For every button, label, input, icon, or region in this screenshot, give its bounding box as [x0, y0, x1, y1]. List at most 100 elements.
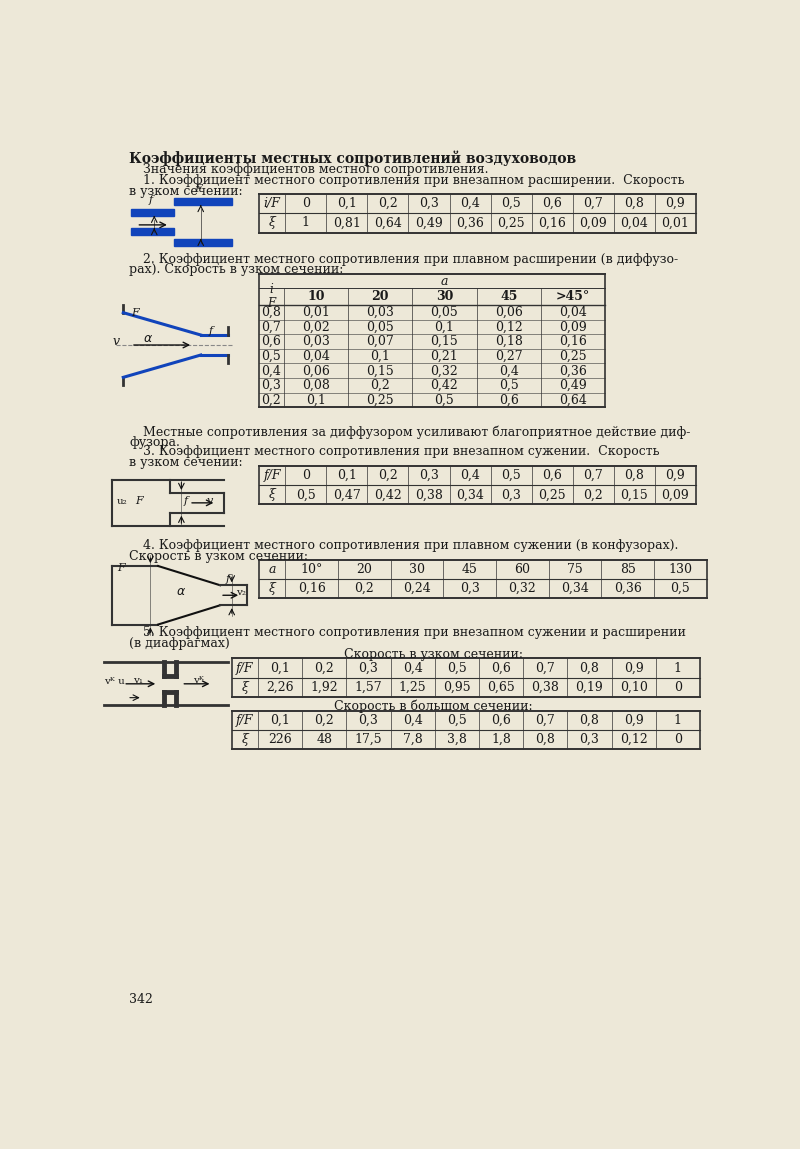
- Text: в узком сечении:: в узком сечении:: [130, 185, 243, 198]
- Text: 2. Коэффициент местного сопротивления при плавном расширении (в диффузо-: 2. Коэффициент местного сопротивления пр…: [142, 253, 678, 265]
- Text: 0,7: 0,7: [583, 469, 603, 483]
- Text: Значения коэффициентов местного сопротивления.: Значения коэффициентов местного сопротив…: [142, 162, 488, 176]
- Text: 0,3: 0,3: [579, 733, 599, 746]
- Text: 0,2: 0,2: [314, 714, 334, 727]
- Text: 0,1: 0,1: [270, 714, 290, 727]
- Text: f: f: [209, 326, 213, 336]
- Text: 3. Коэффициент местного сопротивления при внезапном сужении.  Скорость: 3. Коэффициент местного сопротивления пр…: [142, 445, 659, 458]
- Text: 0,07: 0,07: [366, 336, 394, 348]
- Text: $\alpha$: $\alpha$: [143, 332, 153, 346]
- Text: 10: 10: [307, 290, 325, 303]
- Text: 0,3: 0,3: [460, 583, 480, 595]
- Text: 0,47: 0,47: [333, 488, 361, 501]
- Text: 0,9: 0,9: [666, 469, 686, 483]
- Text: ξ: ξ: [269, 583, 275, 595]
- Text: 20: 20: [356, 563, 372, 576]
- Text: 0,2: 0,2: [262, 394, 281, 407]
- Text: Скорость в узком сечении:: Скорость в узком сечении:: [344, 648, 522, 661]
- Text: F: F: [135, 496, 142, 507]
- Text: 0,42: 0,42: [374, 488, 402, 501]
- Text: 0,09: 0,09: [662, 488, 690, 501]
- Text: 0: 0: [674, 680, 682, 694]
- Text: 0,2: 0,2: [370, 379, 390, 392]
- Text: 0,36: 0,36: [559, 364, 587, 377]
- Text: 0,36: 0,36: [614, 583, 642, 595]
- Text: 0,19: 0,19: [575, 680, 603, 694]
- Text: $\alpha$: $\alpha$: [176, 585, 186, 597]
- Text: 1,92: 1,92: [310, 680, 338, 694]
- Text: 0,15: 0,15: [430, 336, 458, 348]
- Text: 0,04: 0,04: [621, 216, 648, 230]
- Text: f/F: f/F: [236, 662, 254, 674]
- Text: 0,08: 0,08: [302, 379, 330, 392]
- Text: (в диафрагмах): (в диафрагмах): [130, 637, 230, 650]
- Text: 5. Коэффициент местного сопротивления при внезапном сужении и расширении: 5. Коэффициент местного сопротивления пр…: [142, 626, 686, 639]
- Text: 0,24: 0,24: [403, 583, 431, 595]
- Text: vᴷ u: vᴷ u: [104, 677, 125, 686]
- Text: 0,3: 0,3: [262, 379, 282, 392]
- Text: 0,7: 0,7: [535, 714, 555, 727]
- Text: 1,8: 1,8: [491, 733, 511, 746]
- Text: 0,03: 0,03: [366, 306, 394, 318]
- Text: F: F: [117, 563, 125, 573]
- Text: i
F: i F: [267, 283, 275, 310]
- Text: 3,8: 3,8: [447, 733, 467, 746]
- Text: 85: 85: [620, 563, 636, 576]
- Text: 0,12: 0,12: [495, 321, 522, 333]
- Text: 0,1: 0,1: [337, 469, 357, 483]
- Text: 0,8: 0,8: [625, 469, 644, 483]
- Text: 1: 1: [302, 216, 310, 230]
- Text: ξ: ξ: [242, 680, 248, 694]
- Text: 0,25: 0,25: [538, 488, 566, 501]
- Text: Местные сопротивления за диффузором усиливают благоприятное действие диф-: Местные сопротивления за диффузором усил…: [142, 425, 690, 439]
- Text: F: F: [131, 308, 138, 318]
- Text: 0,4: 0,4: [499, 364, 518, 377]
- Text: 0,4: 0,4: [402, 662, 422, 674]
- Text: 0,32: 0,32: [509, 583, 536, 595]
- Text: 0,5: 0,5: [447, 714, 466, 727]
- Text: 20: 20: [371, 290, 389, 303]
- Text: 0,02: 0,02: [302, 321, 330, 333]
- Text: 0,3: 0,3: [358, 662, 378, 674]
- Text: 0,6: 0,6: [542, 198, 562, 210]
- Text: 0,8: 0,8: [579, 662, 599, 674]
- Text: 0,4: 0,4: [460, 198, 480, 210]
- Text: 0,01: 0,01: [302, 306, 330, 318]
- Text: в узком сечении:: в узком сечении:: [130, 456, 243, 469]
- Text: ξ: ξ: [269, 488, 275, 501]
- Text: 0,5: 0,5: [502, 469, 521, 483]
- Text: 0,18: 0,18: [495, 336, 522, 348]
- Text: v₂: v₂: [236, 587, 246, 596]
- Text: 0,4: 0,4: [262, 364, 282, 377]
- Text: vᴷ: vᴷ: [193, 677, 204, 685]
- Text: 0,25: 0,25: [366, 394, 394, 407]
- Text: 0,7: 0,7: [583, 198, 603, 210]
- Text: f: f: [226, 573, 230, 584]
- Text: 0,5: 0,5: [262, 349, 281, 363]
- Text: 30: 30: [409, 563, 425, 576]
- Text: 226: 226: [268, 733, 292, 746]
- Text: 0,21: 0,21: [430, 349, 458, 363]
- Text: 0,16: 0,16: [538, 216, 566, 230]
- Text: 0,2: 0,2: [354, 583, 374, 595]
- Text: 0,3: 0,3: [419, 198, 439, 210]
- Text: 0,05: 0,05: [366, 321, 394, 333]
- Text: >45°: >45°: [556, 290, 590, 303]
- Text: 2,26: 2,26: [266, 680, 294, 694]
- Text: 0,25: 0,25: [559, 349, 587, 363]
- Text: Скорость в узком сечении:: Скорость в узком сечении:: [130, 550, 309, 563]
- Text: 0,09: 0,09: [559, 321, 587, 333]
- Text: 0,64: 0,64: [374, 216, 402, 230]
- Bar: [131, 209, 174, 216]
- Text: v₁: v₁: [134, 677, 143, 685]
- Text: 0,1: 0,1: [306, 394, 326, 407]
- Text: 0,49: 0,49: [415, 216, 443, 230]
- Text: f: f: [149, 195, 153, 205]
- Text: 0,2: 0,2: [583, 488, 603, 501]
- Text: 0,7: 0,7: [262, 321, 281, 333]
- Text: 1. Коэффициент местного сопротивления при внезапном расширении.  Скорость: 1. Коэффициент местного сопротивления пр…: [142, 173, 684, 187]
- Text: 0,25: 0,25: [498, 216, 525, 230]
- Text: 0,34: 0,34: [456, 488, 484, 501]
- Text: 0,6: 0,6: [491, 662, 511, 674]
- Bar: [131, 228, 174, 234]
